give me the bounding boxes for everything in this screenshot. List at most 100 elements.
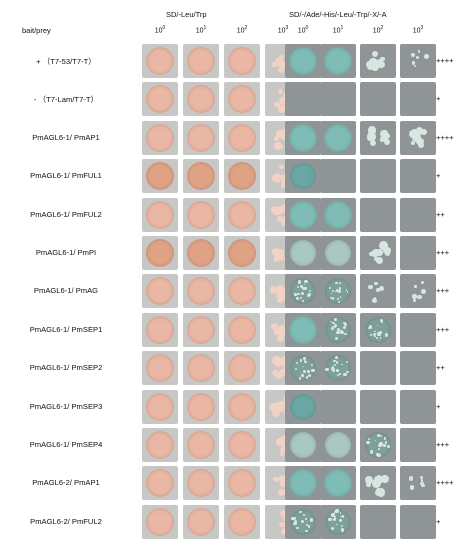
yeast-colony <box>378 241 388 251</box>
yeast-spot <box>290 240 316 266</box>
yeast-colony <box>276 216 283 222</box>
control-plate-spot <box>183 197 219 232</box>
selective-plate-spot <box>320 159 356 194</box>
control-plate-spot <box>142 389 178 424</box>
yeast-colony <box>416 56 420 59</box>
selective-plate-spot <box>320 466 356 501</box>
control-dilution-1: 101 <box>183 25 219 34</box>
yeast-spot <box>290 163 316 190</box>
yeast-colony <box>281 181 287 188</box>
selective-plate-spot <box>400 504 436 539</box>
yeast-colony <box>275 57 283 65</box>
yeast-colony <box>367 126 377 136</box>
dilution-exponent: 3 <box>285 25 289 31</box>
yeast-colony <box>380 332 383 334</box>
yeast-colony <box>304 279 308 284</box>
yeast-colony <box>278 66 285 73</box>
selective-plate-spot <box>360 120 396 155</box>
yeast-colony <box>303 283 306 286</box>
yeast-colony <box>278 286 287 294</box>
interaction-strength: +++ <box>436 248 450 257</box>
yeast-spot <box>187 469 215 498</box>
interaction-strength: ++++ <box>436 478 454 488</box>
yeast-colony <box>299 296 302 299</box>
yeast-colony <box>302 357 306 361</box>
yeast-colony <box>420 479 423 482</box>
yeast-colony <box>346 291 349 294</box>
yeast-colony <box>373 281 378 286</box>
yeast-colony <box>374 335 377 338</box>
yeast-spot <box>228 431 256 459</box>
yeast-colony <box>374 439 377 442</box>
selective-plate-spot <box>320 82 356 117</box>
yeast-colony <box>421 128 428 136</box>
yeast-colony <box>380 56 385 61</box>
yeast-colony <box>340 515 342 518</box>
control-medium-header: SD/-Leu/Trp <box>166 10 207 19</box>
yeast-colony <box>344 332 347 336</box>
selective-plate-spot <box>400 236 436 270</box>
dilution-base: 10 <box>154 27 163 35</box>
yeast-colony <box>379 285 385 291</box>
yeast-colony <box>333 324 337 328</box>
interaction-strength: + <box>436 516 441 526</box>
control-plate-spot <box>142 82 178 117</box>
selective-dilution-0: 100 <box>285 25 321 34</box>
selective-plate-spot <box>400 428 436 462</box>
bait-prey-label: PmAGL6-1/ PmSEP2 <box>29 363 103 373</box>
yeast-spot <box>187 200 215 229</box>
yeast-colony <box>383 139 390 146</box>
yeast-spot <box>187 431 215 459</box>
yeast-colony <box>275 172 280 178</box>
yeast-colony <box>372 297 378 303</box>
yeast-spot <box>228 507 256 536</box>
control-plate-spot <box>224 389 260 424</box>
yeast-colony <box>306 529 309 532</box>
yeast-colony <box>277 324 285 333</box>
dilution-base: 10 <box>372 27 381 35</box>
selective-plate-spot <box>285 466 321 501</box>
yeast-spot <box>228 47 256 75</box>
selective-plate-spot <box>285 236 321 270</box>
yeast-spot <box>146 315 174 344</box>
yeast-colony <box>276 103 281 108</box>
yeast-colony <box>297 292 300 296</box>
control-plate-spot <box>142 197 178 232</box>
yeast-colony <box>306 370 310 374</box>
yeast-spot <box>324 469 352 498</box>
yeast-colony <box>301 299 305 303</box>
bait-prey-label: PmAGL6-2/ PmFUL2 <box>30 516 102 526</box>
yeast-spot <box>325 432 351 458</box>
yeast-colony <box>308 374 312 378</box>
yeast-colony <box>376 257 384 264</box>
yeast-colony <box>340 528 344 532</box>
interaction-strength: +++ <box>436 286 450 296</box>
yeast-colony <box>344 323 348 327</box>
yeast-colony <box>273 209 279 215</box>
yeast-colony <box>379 137 385 142</box>
selective-plate-spot <box>320 428 356 462</box>
yeast-colony <box>336 369 339 372</box>
yeast-colony <box>408 129 418 139</box>
selective-plate-spot <box>360 312 396 347</box>
yeast-colony <box>420 483 425 488</box>
yeast-colony <box>366 482 371 487</box>
selective-plate-spot <box>360 159 396 194</box>
yeast-colony <box>337 373 340 376</box>
control-plate-spot <box>224 44 260 78</box>
yeast-colony <box>379 337 382 339</box>
yeast-colony <box>369 450 374 454</box>
yeast-colony <box>411 61 415 65</box>
yeast-colony <box>379 318 384 323</box>
yeast-colony <box>377 448 380 451</box>
yeast-colony <box>343 372 347 377</box>
yeast-colony <box>329 286 332 289</box>
yeast-spot <box>146 47 174 75</box>
yeast-colony <box>338 287 342 290</box>
dilution-base: 10 <box>332 27 341 35</box>
yeast-spot <box>187 315 215 344</box>
yeast-colony <box>293 523 296 526</box>
yeast-spot <box>146 85 174 114</box>
yeast-colony <box>384 333 389 337</box>
dilution-exponent: 1 <box>203 25 207 31</box>
